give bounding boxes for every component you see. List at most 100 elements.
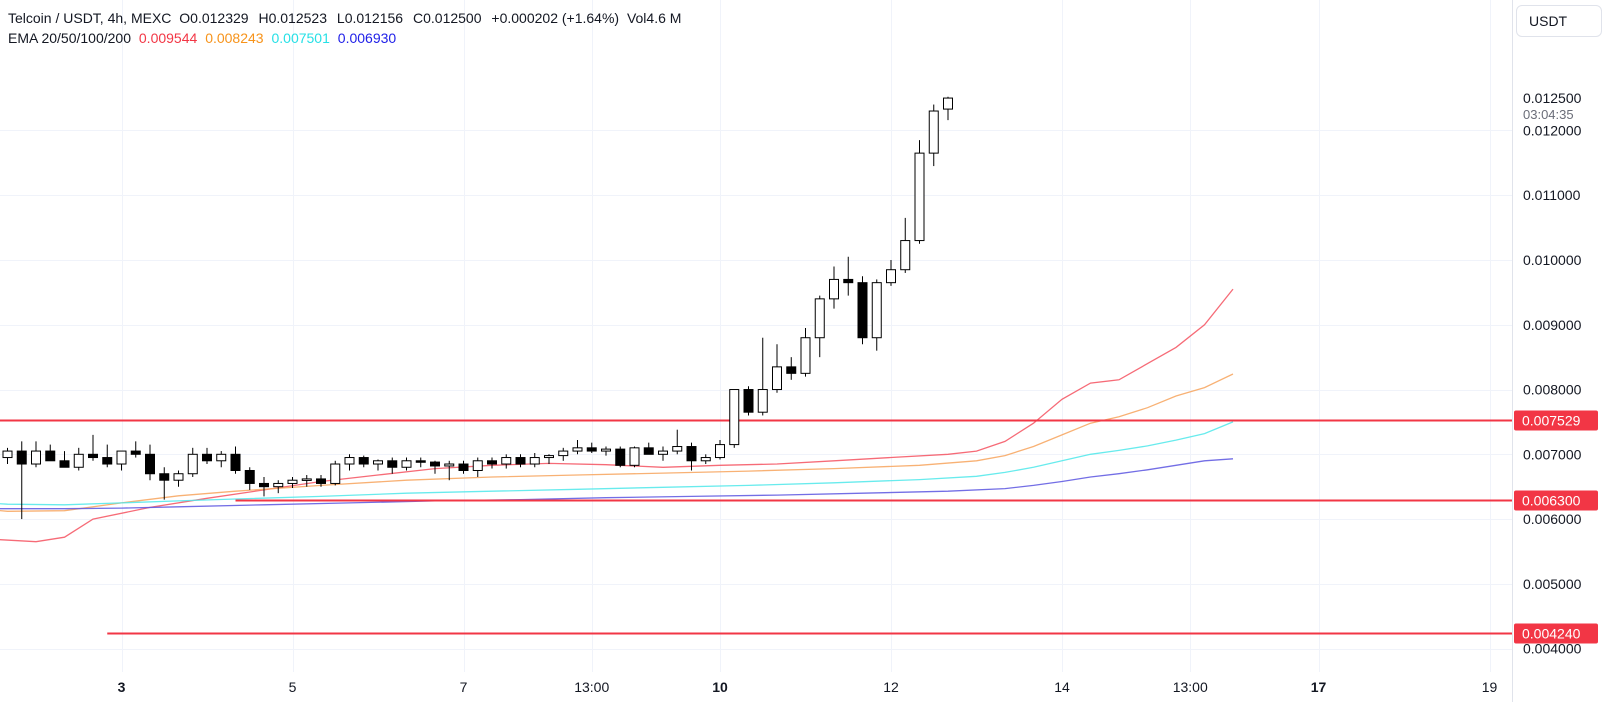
candle-body xyxy=(159,473,170,481)
ema50-value: 0.008243 xyxy=(205,30,264,46)
time-tick-label: 19 xyxy=(1482,679,1498,695)
candle xyxy=(615,446,626,468)
horizontal-levels[interactable] xyxy=(0,419,1512,635)
candle-body xyxy=(515,457,526,465)
candle xyxy=(130,441,141,458)
ema-line-0 xyxy=(0,288,1234,543)
ema-legend[interactable]: EMA 20/50/100/200 0.009544 0.008243 0.00… xyxy=(8,29,400,47)
candle xyxy=(373,459,383,471)
candle-body xyxy=(629,447,640,466)
candle-body xyxy=(772,366,782,391)
candle-body xyxy=(2,450,13,459)
high-label: H xyxy=(258,10,269,26)
candle xyxy=(159,467,170,500)
candle xyxy=(487,457,497,469)
candle-body xyxy=(187,453,198,475)
time-tick-label: 3 xyxy=(118,679,126,695)
candle xyxy=(102,444,113,468)
ema20-value: 0.009544 xyxy=(138,30,198,46)
open-value: 0.012329 xyxy=(190,10,249,26)
candle-body xyxy=(373,460,383,465)
candle xyxy=(658,446,668,461)
candle-body xyxy=(59,460,70,468)
symbol-title[interactable]: Telcoin / USDT, 4h, MEXC xyxy=(8,10,172,26)
ema-line-3 xyxy=(0,458,1234,510)
candle xyxy=(814,295,825,358)
price-tick-label: 0.005000 xyxy=(1523,576,1582,592)
candle-body xyxy=(16,450,27,465)
volume-value: Vol4.6 M xyxy=(626,10,682,26)
candle xyxy=(501,454,512,469)
candle-body xyxy=(943,97,953,110)
candle-body xyxy=(715,444,725,459)
candle xyxy=(344,454,355,471)
time-tick-label: 17 xyxy=(1311,679,1327,695)
candle xyxy=(187,447,198,477)
candle xyxy=(316,475,326,487)
candle xyxy=(116,450,127,471)
candle xyxy=(772,344,782,393)
candle-body xyxy=(173,473,184,481)
candle-body xyxy=(857,282,868,339)
low-label: L xyxy=(336,10,345,26)
candle-body xyxy=(444,463,455,467)
candle-body xyxy=(259,482,269,488)
candle-body xyxy=(316,478,326,484)
price-tick-label: 0.006000 xyxy=(1523,511,1582,527)
candle xyxy=(16,441,27,520)
candle-body xyxy=(544,455,554,459)
candle-body xyxy=(686,446,697,462)
candle-body xyxy=(928,110,939,154)
ema100-value: 0.007501 xyxy=(271,30,330,46)
price-tick-label: 0.011000 xyxy=(1523,187,1581,203)
candle-body xyxy=(230,453,241,471)
candle xyxy=(401,457,412,471)
candle xyxy=(715,440,725,460)
candle xyxy=(202,447,212,465)
candle xyxy=(871,279,882,351)
candle xyxy=(458,460,469,474)
candle xyxy=(943,96,953,121)
candle xyxy=(729,389,740,448)
candle-body xyxy=(572,447,583,452)
price-axis[interactable]: 0.012000 0.011000 0.010000 0.009000 0.008000… xyxy=(1523,90,1582,657)
candle-body xyxy=(743,389,754,413)
candle-body xyxy=(558,450,569,457)
candle xyxy=(515,454,526,468)
candle xyxy=(73,447,84,471)
currency-button[interactable]: USDT xyxy=(1516,5,1602,37)
candle-body xyxy=(330,463,341,484)
candle-body xyxy=(829,278,839,300)
candle xyxy=(743,386,754,416)
candle-body xyxy=(615,448,626,466)
candle-body xyxy=(700,457,711,462)
candle xyxy=(786,357,797,380)
high-value: 0.012523 xyxy=(268,10,327,26)
candle-body xyxy=(287,479,298,484)
ema-line-2 xyxy=(0,421,1234,506)
time-axis[interactable]: 3 5 7 13:00 10 12 14 13:00 17 19 xyxy=(118,679,1498,695)
ema200-value: 0.006930 xyxy=(337,30,397,46)
candle-body xyxy=(501,457,512,465)
price-tick-label: 0.012000 xyxy=(1523,122,1582,138)
candle xyxy=(330,460,341,486)
candle-body xyxy=(45,450,56,462)
candle xyxy=(173,470,184,487)
candle-body xyxy=(458,463,469,471)
price-tick-label: 0.007000 xyxy=(1523,446,1582,462)
candle-body xyxy=(387,460,398,468)
candle xyxy=(145,444,155,481)
candle-body xyxy=(586,447,597,452)
candle xyxy=(558,447,569,461)
candle xyxy=(472,457,483,477)
level-tag-1 xyxy=(1514,490,1598,511)
candle-body xyxy=(800,337,811,374)
level-tag-label-2: 0.004240 xyxy=(1522,626,1581,642)
candle xyxy=(415,457,426,468)
candle-body xyxy=(729,389,740,446)
candle xyxy=(387,457,398,474)
candles xyxy=(2,96,953,520)
price-tags: 0.007529 0.006300 0.004240 xyxy=(1514,410,1598,644)
